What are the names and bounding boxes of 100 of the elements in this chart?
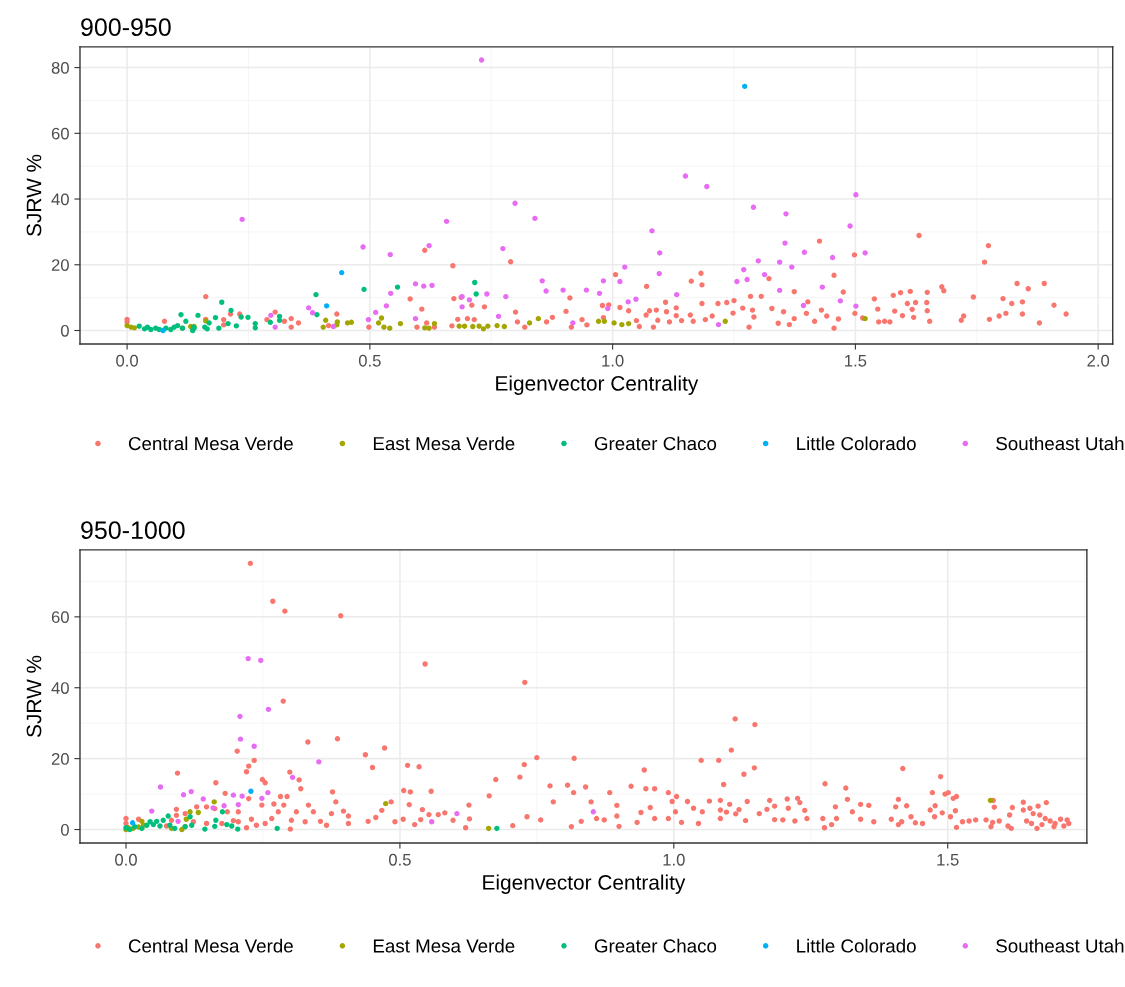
legend-label: Southeast Utah bbox=[996, 436, 1124, 451]
y-tick-label: 20 bbox=[51, 259, 69, 271]
point bbox=[228, 307, 234, 314]
point bbox=[136, 323, 142, 329]
point bbox=[258, 657, 264, 664]
point bbox=[172, 825, 178, 832]
point bbox=[381, 324, 387, 330]
point bbox=[225, 320, 231, 327]
x-axis-title: Eigenvector Centrality bbox=[483, 874, 686, 894]
point bbox=[590, 809, 596, 815]
point bbox=[165, 813, 171, 819]
point bbox=[426, 325, 432, 331]
x-tick-label: 1.5 bbox=[937, 854, 959, 866]
point bbox=[237, 713, 243, 720]
legend-label: Greater Chaco bbox=[594, 436, 717, 451]
point bbox=[387, 325, 393, 331]
point bbox=[526, 320, 533, 326]
point bbox=[485, 825, 492, 832]
point bbox=[212, 823, 218, 830]
point bbox=[237, 736, 244, 742]
point bbox=[361, 286, 367, 293]
point bbox=[187, 814, 193, 820]
point bbox=[339, 269, 345, 276]
legend-label: East Mesa Verde bbox=[373, 436, 515, 451]
point bbox=[252, 325, 258, 331]
point bbox=[200, 796, 206, 802]
point bbox=[175, 818, 181, 825]
point bbox=[461, 323, 468, 329]
x-tick-label: 0.5 bbox=[358, 354, 381, 367]
point bbox=[535, 315, 542, 322]
point bbox=[456, 323, 462, 329]
y-tick-label: 40 bbox=[51, 193, 69, 206]
point bbox=[213, 817, 219, 823]
point bbox=[322, 317, 329, 323]
point bbox=[431, 320, 438, 327]
point bbox=[248, 788, 254, 794]
point bbox=[313, 291, 319, 298]
y-tick-label: 60 bbox=[51, 611, 69, 624]
point bbox=[219, 299, 225, 305]
point bbox=[276, 317, 283, 323]
point bbox=[235, 826, 241, 832]
point bbox=[501, 323, 508, 330]
point bbox=[480, 326, 487, 332]
x-tick-label: 1.0 bbox=[663, 853, 685, 866]
legend-label: East Mesa Verde bbox=[373, 938, 515, 953]
point bbox=[239, 793, 245, 799]
point bbox=[476, 323, 482, 329]
point bbox=[274, 825, 280, 832]
x-tick-label: 1.0 bbox=[602, 354, 624, 367]
point bbox=[722, 318, 728, 324]
point bbox=[494, 322, 500, 329]
point bbox=[494, 825, 500, 832]
point bbox=[267, 319, 274, 325]
legend-label: Little Colorado bbox=[797, 938, 916, 953]
point bbox=[131, 325, 138, 331]
point bbox=[619, 321, 625, 328]
point bbox=[595, 318, 602, 324]
point bbox=[473, 291, 479, 297]
y-tick-label: 40 bbox=[51, 682, 69, 694]
point bbox=[378, 315, 385, 321]
point bbox=[289, 774, 296, 781]
point bbox=[167, 822, 173, 828]
point bbox=[611, 320, 617, 326]
point bbox=[233, 323, 240, 329]
point bbox=[129, 820, 136, 826]
point bbox=[212, 314, 219, 321]
point bbox=[265, 789, 271, 796]
x-axis-title: Eigenvector Centrality bbox=[496, 375, 699, 395]
point bbox=[221, 803, 227, 809]
point bbox=[472, 279, 478, 286]
point bbox=[394, 284, 401, 290]
point bbox=[160, 817, 166, 823]
legend-label: Southeast Utah bbox=[996, 938, 1124, 953]
y-tick-label: 0 bbox=[60, 823, 69, 836]
point bbox=[470, 323, 476, 330]
point bbox=[188, 788, 194, 795]
x-tick-label: 0.5 bbox=[388, 853, 411, 866]
y-tick-label: 20 bbox=[51, 753, 69, 765]
point bbox=[195, 809, 201, 816]
point bbox=[245, 314, 251, 321]
legend-label: Little Colorado bbox=[797, 436, 916, 451]
y-tick-label: 0 bbox=[60, 324, 69, 337]
point bbox=[139, 818, 145, 825]
point bbox=[230, 792, 237, 798]
point bbox=[174, 322, 181, 329]
point bbox=[139, 825, 145, 832]
point bbox=[187, 809, 193, 815]
legend-label: Central Mesa Verde bbox=[128, 436, 293, 451]
point bbox=[195, 312, 201, 319]
point bbox=[742, 83, 748, 90]
point bbox=[219, 809, 226, 815]
point bbox=[314, 312, 320, 318]
point bbox=[320, 324, 326, 330]
point bbox=[180, 792, 187, 798]
point bbox=[265, 706, 272, 713]
point bbox=[348, 319, 355, 325]
point bbox=[183, 816, 189, 822]
point bbox=[149, 808, 155, 814]
x-tick-label: 1.5 bbox=[845, 355, 867, 367]
chart-title: 950-1000 bbox=[81, 521, 185, 539]
